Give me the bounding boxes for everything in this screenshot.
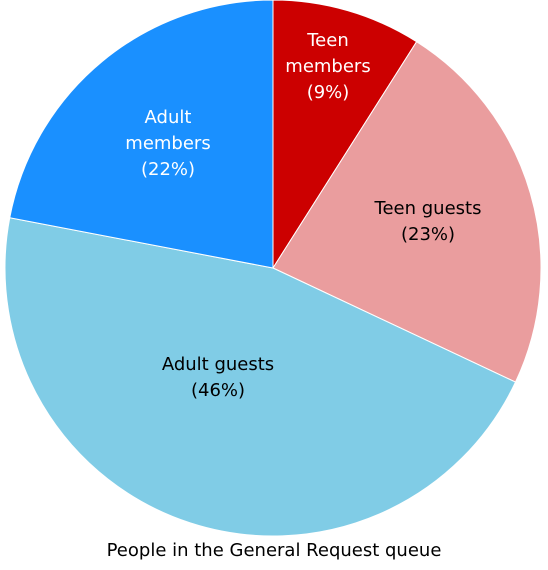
slice-name-label: members (125, 133, 210, 154)
slice-percent-label: (23%) (401, 224, 455, 245)
pie-svg: Teen members (9%) Teen guests (23%) Adult gue… (0, 0, 548, 540)
slice-name-label: Teen (306, 30, 349, 51)
slice-percent-label: (46%) (191, 380, 245, 401)
slice-percent-label: (9%) (307, 82, 350, 103)
slice-name-label: Teen guests (374, 198, 482, 219)
chart-title: People in the General Request queue (0, 540, 548, 561)
slice-name-label: Adult guests (162, 354, 274, 375)
slice-percent-label: (22%) (141, 159, 195, 180)
slice-name-label: members (285, 56, 370, 77)
slice-name-label: Adult (145, 107, 192, 128)
